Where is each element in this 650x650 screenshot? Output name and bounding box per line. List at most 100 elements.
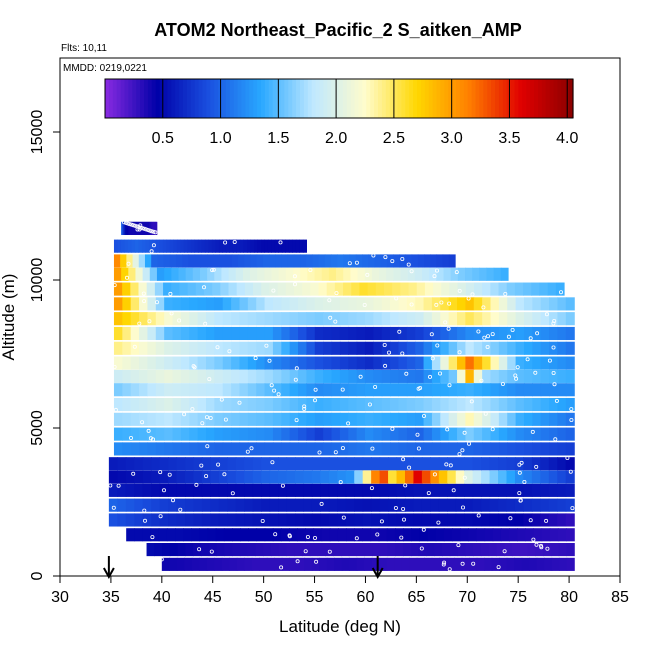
heatmap-cell	[364, 383, 374, 397]
heatmap-cell	[473, 341, 483, 355]
heatmap-cell	[386, 254, 394, 268]
heatmap-cell	[164, 297, 174, 311]
track-dot	[264, 343, 269, 348]
heatmap-cell	[306, 326, 316, 341]
heatmap-cell	[285, 282, 295, 296]
heatmap-cell	[514, 483, 525, 497]
heatmap-cell	[473, 397, 483, 412]
heatmap-cell	[206, 312, 215, 326]
heatmap-cell	[168, 483, 178, 497]
heatmap-cell	[197, 427, 207, 441]
heatmap-cell	[244, 513, 254, 527]
heatmap-cell	[189, 427, 199, 441]
heatmap-cell	[381, 356, 391, 370]
heatmap-cell	[286, 483, 296, 497]
track-dot	[272, 388, 277, 393]
heatmap-cell	[210, 470, 220, 484]
heatmap-cell	[351, 282, 361, 296]
heatmap-cell	[320, 513, 330, 527]
flight-arrows	[102, 556, 384, 580]
colorbar-cell	[420, 79, 426, 118]
heatmap-cell	[293, 282, 303, 296]
heatmap-cell	[325, 543, 334, 557]
colorbar-cell	[342, 79, 348, 118]
x-tick-label: 40	[153, 589, 171, 606]
colorbar-cell	[350, 79, 356, 118]
flight-arrow-head	[371, 567, 384, 580]
heatmap-cell	[271, 267, 280, 281]
heatmap-cell	[289, 326, 299, 341]
heatmap-cell	[256, 254, 264, 268]
colorbar-tick-label: 3.5	[498, 130, 520, 147]
track-dot	[481, 305, 486, 310]
heatmap-cell	[490, 297, 500, 311]
heatmap-cell	[222, 297, 232, 311]
heatmap-cell	[336, 267, 344, 281]
track-dot	[371, 253, 376, 258]
heatmap-cell	[154, 543, 163, 557]
heatmap-cell	[113, 239, 119, 253]
heatmap-cell	[256, 383, 266, 397]
track-dot	[168, 291, 173, 296]
heatmap-cell	[364, 442, 374, 456]
heatmap-cell	[130, 221, 133, 235]
heatmap-cell	[320, 457, 330, 471]
heatmap-cell	[548, 513, 558, 527]
heatmap-cell	[341, 557, 350, 571]
heatmap-cell	[373, 356, 383, 370]
heatmap-cell	[176, 513, 186, 527]
heatmap-cell	[120, 254, 127, 268]
heatmap-cell	[514, 498, 525, 512]
heatmap-cell	[523, 326, 533, 341]
track-dot	[161, 488, 166, 493]
heatmap-cell	[423, 369, 433, 383]
track-dot	[294, 418, 299, 423]
heatmap-cell	[212, 282, 221, 296]
heatmap-cell	[194, 239, 199, 253]
heatmap-cell	[472, 513, 482, 527]
colorbar-cell	[389, 79, 395, 118]
heatmap-cell	[286, 470, 296, 484]
heatmap-cell	[229, 557, 238, 571]
heatmap-cell	[272, 369, 282, 383]
heatmap-cell	[215, 239, 220, 253]
heatmap-cell	[415, 369, 425, 383]
colorbar-cell	[194, 79, 200, 118]
heatmap-cell	[447, 498, 457, 512]
heatmap-cell	[300, 267, 308, 281]
heatmap-cell	[232, 528, 241, 542]
heatmap-cell	[222, 383, 232, 397]
heatmap-cell	[473, 369, 483, 383]
track-dot	[129, 222, 134, 227]
heatmap-cell	[557, 412, 567, 426]
heatmap-cell	[147, 312, 157, 326]
heatmap-cell	[122, 383, 132, 397]
heatmap-cell	[488, 543, 498, 557]
heatmap-cell	[256, 442, 266, 456]
heatmap-cell	[480, 543, 490, 557]
track-dot	[192, 365, 197, 370]
track-dot	[150, 535, 155, 540]
track-dot	[375, 532, 380, 537]
y-tick-label: 5000	[29, 410, 46, 446]
colorbar-cell	[385, 79, 391, 118]
heatmap-cell	[122, 412, 132, 426]
heatmap-cell	[321, 267, 330, 281]
heatmap-cell	[239, 341, 249, 355]
heatmap-cell	[261, 282, 271, 296]
heatmap-cell	[256, 427, 266, 441]
heatmap-cell	[356, 326, 366, 341]
heatmap-cell	[481, 513, 491, 527]
heatmap-cell	[364, 397, 374, 412]
heatmap-cell	[164, 442, 174, 456]
heatmap-cell	[256, 397, 266, 412]
heatmap-cell	[314, 267, 323, 281]
heatmap-cell	[482, 297, 492, 311]
heatmap-cell	[306, 427, 316, 441]
heatmap-cell	[247, 383, 257, 397]
heatmap-cell	[229, 239, 234, 253]
heatmap-cell	[192, 267, 201, 281]
heatmap-cell	[172, 326, 182, 341]
heatmap-cell	[337, 498, 347, 512]
heatmap-cell	[203, 282, 213, 296]
